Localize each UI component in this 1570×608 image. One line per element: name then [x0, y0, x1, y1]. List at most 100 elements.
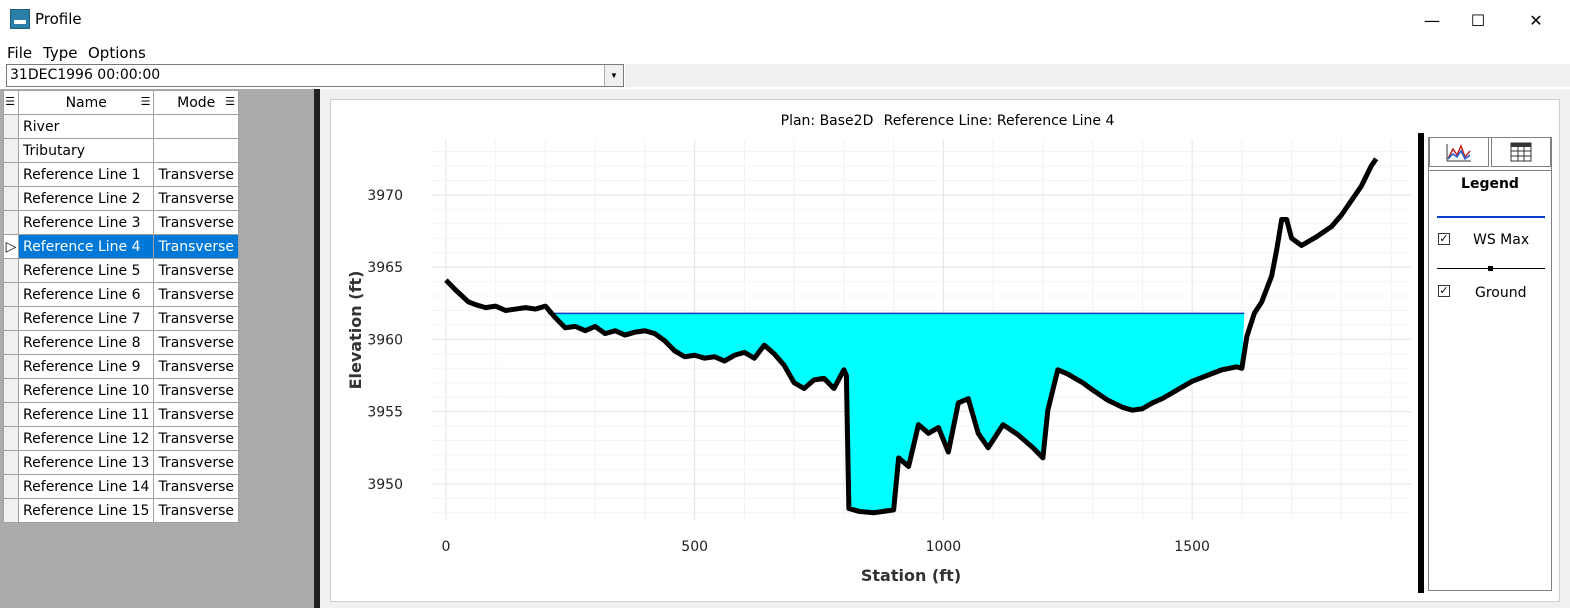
row-selector[interactable] — [2, 306, 20, 331]
table-row[interactable]: Reference Line 15 Transverse — [2, 498, 239, 523]
table-view-tab[interactable] — [1491, 137, 1551, 167]
row-mode-cell[interactable]: Transverse — [153, 306, 239, 331]
legend-splitter[interactable] — [1418, 133, 1424, 593]
table-row[interactable]: Reference Line 10 Transverse — [2, 378, 239, 403]
row-name-cell[interactable]: Reference Line 1 — [18, 162, 155, 187]
menu-options[interactable]: Options — [88, 44, 146, 62]
row-mode-cell[interactable]: Transverse — [153, 186, 239, 211]
table-row[interactable]: Reference Line 8 Transverse — [2, 330, 239, 355]
row-selector[interactable] — [2, 426, 20, 451]
y-axis-label: Elevation (ft) — [346, 271, 365, 390]
table-row[interactable]: Tributary — [2, 138, 239, 163]
y-tick-label: 3970 — [367, 188, 403, 204]
row-mode-cell[interactable] — [153, 114, 239, 139]
row-mode-cell[interactable]: Transverse — [153, 210, 239, 235]
row-mode-cell[interactable]: Transverse — [153, 426, 239, 451]
legend-title: Legend — [1461, 176, 1519, 192]
row-header-filter[interactable]: ☰ — [2, 90, 20, 115]
table-row[interactable]: Reference Line 12 Transverse — [2, 426, 239, 451]
table-row[interactable]: River — [2, 114, 239, 139]
row-name-cell[interactable]: Reference Line 14 — [18, 474, 155, 499]
row-selector[interactable] — [2, 282, 20, 307]
menu-type[interactable]: Type — [43, 44, 78, 62]
filter-icon[interactable]: ☰ — [225, 95, 235, 108]
filter-icon[interactable]: ☰ — [5, 95, 16, 108]
row-mode-cell[interactable]: Transverse — [153, 330, 239, 355]
row-mode-cell[interactable]: Transverse — [153, 402, 239, 427]
table-row[interactable]: Reference Line 11 Transverse — [2, 402, 239, 427]
table-row[interactable]: Reference Line 9 Transverse — [2, 354, 239, 379]
row-name-cell[interactable]: Reference Line 9 — [18, 354, 155, 379]
row-selector[interactable] — [2, 258, 20, 283]
row-mode-cell[interactable]: Transverse — [153, 354, 239, 379]
row-name-cell[interactable]: Reference Line 6 — [18, 282, 155, 307]
table-row[interactable]: Reference Line 2 Transverse — [2, 186, 239, 211]
table-row[interactable]: ▷ Reference Line 4 Transverse — [2, 234, 239, 259]
row-name-cell[interactable]: Tributary — [18, 138, 155, 163]
row-selector[interactable] — [2, 186, 20, 211]
row-name-cell[interactable]: Reference Line 4 — [18, 234, 155, 259]
table-row[interactable]: Reference Line 14 Transverse — [2, 474, 239, 499]
profile-chart: 0 500 1000 1500 3950 3955 3960 3965 3970 Plan: Ba… — [330, 99, 1560, 602]
table-row[interactable]: Reference Line 1 Transverse — [2, 162, 239, 187]
menu-file[interactable]: File — [7, 44, 33, 62]
menu-bar: File Type Options — [0, 42, 1570, 62]
row-selector[interactable] — [2, 330, 20, 355]
filter-icon[interactable]: ☰ — [140, 95, 151, 108]
row-mode-cell[interactable]: Transverse — [153, 234, 239, 259]
row-mode-cell[interactable]: Transverse — [153, 450, 239, 475]
table-row[interactable]: Reference Line 3 Transverse — [2, 210, 239, 235]
maximize-button[interactable]: ☐ — [1470, 10, 1486, 30]
row-selector[interactable] — [2, 474, 20, 499]
ws-max-legend-label: WS Max — [1473, 232, 1530, 248]
row-mode-cell[interactable]: Transverse — [153, 282, 239, 307]
chart-view-icon — [1446, 143, 1471, 162]
row-selector[interactable] — [2, 498, 20, 523]
row-mode-cell[interactable]: Transverse — [153, 498, 239, 523]
splitter[interactable] — [314, 89, 320, 608]
row-selector[interactable] — [2, 378, 20, 403]
table-row[interactable]: Reference Line 7 Transverse — [2, 306, 239, 331]
hec-ras-app-icon — [10, 9, 30, 29]
row-mode-cell[interactable] — [153, 138, 239, 163]
row-selector[interactable] — [2, 114, 20, 139]
row-selector-arrow-icon[interactable]: ▷ — [2, 234, 20, 259]
reference-line-grid: ☰ Name ☰ Mode ☰ River Tributary Reference Li… — [2, 90, 239, 523]
row-selector[interactable] — [2, 138, 20, 163]
table-row[interactable]: Reference Line 13 Transverse — [2, 450, 239, 475]
table-row[interactable]: Reference Line 6 Transverse — [2, 282, 239, 307]
row-selector[interactable] — [2, 354, 20, 379]
title-bar: Profile — ☐ ✕ — [0, 0, 1570, 40]
row-mode-cell[interactable]: Transverse — [153, 378, 239, 403]
row-mode-cell[interactable]: Transverse — [153, 162, 239, 187]
window-title: Profile — [35, 10, 82, 28]
row-name-cell[interactable]: River — [18, 114, 155, 139]
dropdown-arrow-icon[interactable]: ▼ — [604, 65, 623, 86]
y-tick-label: 3955 — [367, 405, 403, 421]
row-name-cell[interactable]: Reference Line 11 — [18, 402, 155, 427]
column-header-name[interactable]: Name ☰ — [18, 90, 155, 115]
table-row[interactable]: Reference Line 5 Transverse — [2, 258, 239, 283]
row-name-cell[interactable]: Reference Line 8 — [18, 330, 155, 355]
row-name-cell[interactable]: Reference Line 15 — [18, 498, 155, 523]
row-name-cell[interactable]: Reference Line 2 — [18, 186, 155, 211]
row-selector[interactable] — [2, 210, 20, 235]
ws-max-checkbox[interactable]: ✓ — [1438, 233, 1450, 245]
row-name-cell[interactable]: Reference Line 13 — [18, 450, 155, 475]
row-name-cell[interactable]: Reference Line 5 — [18, 258, 155, 283]
ground-checkbox[interactable]: ✓ — [1438, 285, 1450, 297]
row-selector[interactable] — [2, 450, 20, 475]
row-name-cell[interactable]: Reference Line 10 — [18, 378, 155, 403]
column-header-mode[interactable]: Mode ☰ — [153, 90, 239, 115]
minimize-button[interactable]: — — [1424, 10, 1440, 30]
row-mode-cell[interactable]: Transverse — [153, 258, 239, 283]
row-selector[interactable] — [2, 162, 20, 187]
row-name-cell[interactable]: Reference Line 3 — [18, 210, 155, 235]
close-button[interactable]: ✕ — [1529, 10, 1543, 30]
row-selector[interactable] — [2, 402, 20, 427]
time-selector-dropdown[interactable]: 31DEC1996 00:00:00 ▼ — [6, 64, 624, 87]
row-name-cell[interactable]: Reference Line 12 — [18, 426, 155, 451]
row-mode-cell[interactable]: Transverse — [153, 474, 239, 499]
row-name-cell[interactable]: Reference Line 7 — [18, 306, 155, 331]
chart-view-tab[interactable] — [1429, 137, 1489, 167]
